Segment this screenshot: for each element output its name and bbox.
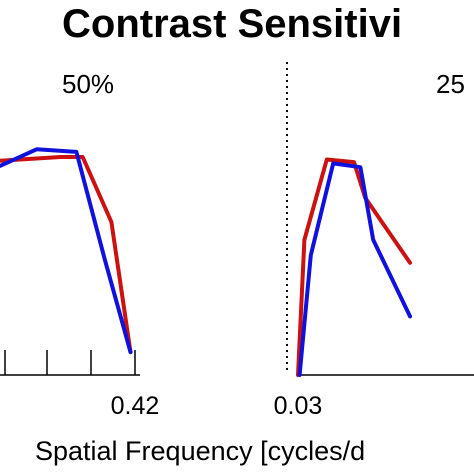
x-axis-label: Spatial Frequency [cycles/d (35, 436, 365, 466)
panel-50-percent: 50% 0.42 (0, 69, 159, 420)
chart-title: Contrast Sensitivi (62, 2, 402, 46)
series-line-red-50 (0, 155, 133, 355)
panel-label-25: 25 (436, 69, 465, 99)
panel-25-percent: 25 0.03 (274, 69, 474, 420)
right-panel-series (296, 157, 412, 377)
series-line-blue-25 (297, 161, 412, 377)
left-panel-series (0, 147, 133, 355)
series-line-blue-50 (0, 147, 133, 355)
tick-label-0-03: 0.03 (274, 392, 323, 420)
series-line-red-25 (296, 157, 412, 377)
tick-label-0-42: 0.42 (111, 392, 160, 420)
left-panel-ticks (4, 350, 136, 375)
panel-label-50: 50% (62, 69, 114, 99)
